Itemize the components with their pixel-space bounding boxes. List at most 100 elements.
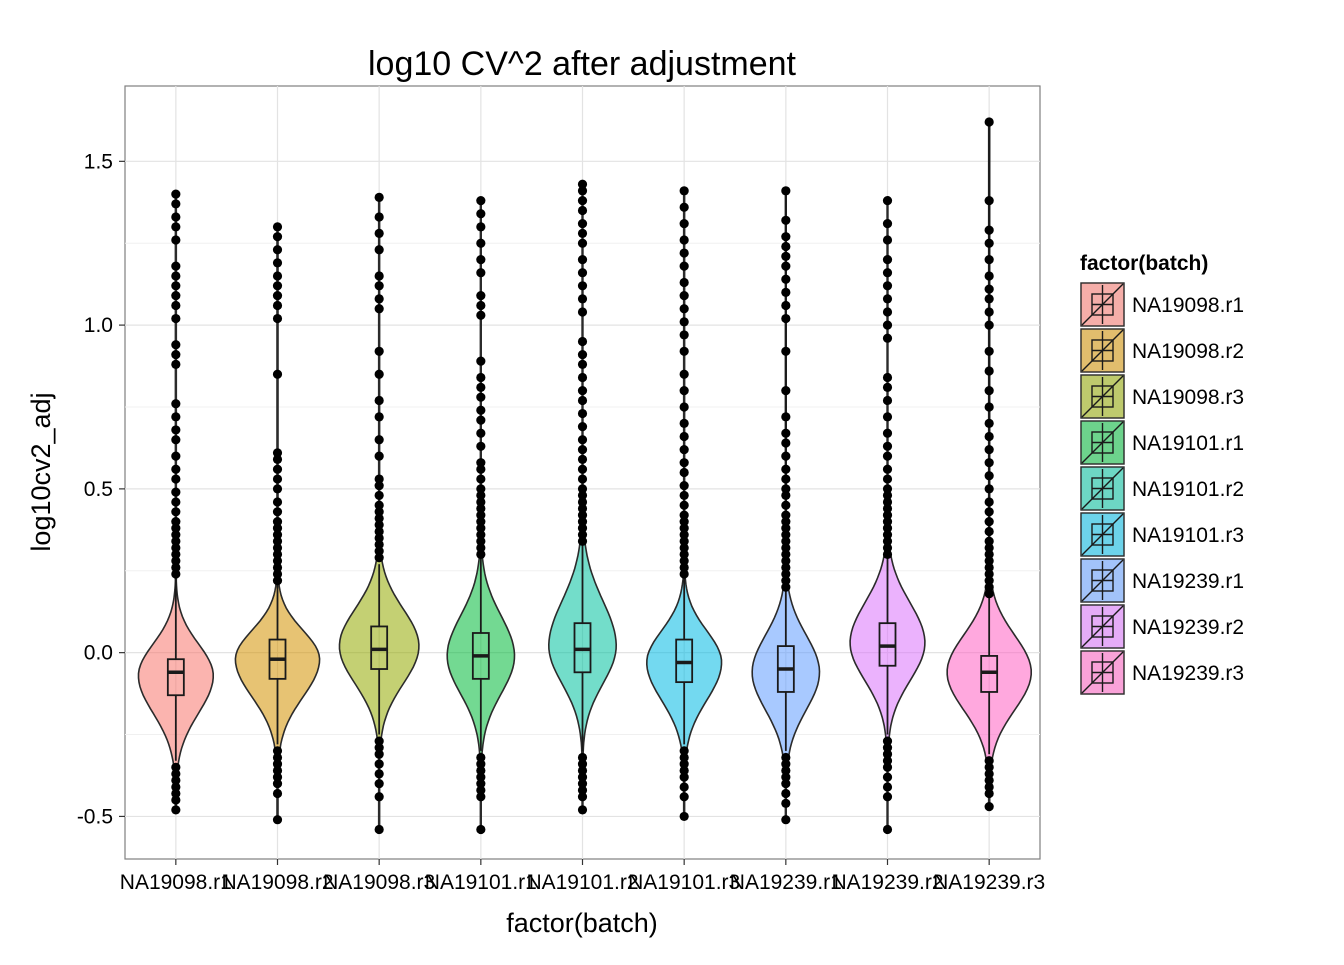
outlier-point [577, 349, 588, 360]
outlier-point [984, 271, 994, 281]
outlier-point [679, 792, 689, 802]
outlier-point [272, 369, 283, 379]
outlier-point [476, 310, 486, 320]
outlier-point [577, 186, 588, 196]
outlier-point [374, 520, 384, 530]
outlier-point [272, 484, 283, 494]
outlier-point [781, 772, 791, 782]
outlier-point [374, 553, 384, 563]
legend-slash [1081, 605, 1124, 648]
outlier-point [272, 517, 283, 527]
outlier-point [882, 320, 893, 330]
outlier-point [374, 481, 384, 491]
outlier-point [171, 788, 181, 799]
outlier-point [781, 428, 791, 438]
outlier-point [781, 523, 791, 533]
outlier-point [781, 575, 791, 586]
outlier-point [577, 218, 588, 229]
outlier-point [882, 196, 893, 206]
outlier-point [984, 526, 994, 537]
outlier-point [272, 300, 283, 311]
outlier-point [171, 189, 181, 199]
outlier-point [171, 775, 181, 785]
outlier-point [374, 824, 384, 835]
outlier-point [577, 530, 588, 540]
legend-label: NA19101.r3 [1132, 524, 1244, 547]
outlier-point [679, 530, 689, 540]
outlier-point [171, 435, 181, 445]
outlier-point [984, 543, 994, 553]
outlier-point [171, 530, 181, 540]
x-tick-label: NA19101.r2 [526, 871, 638, 894]
outlier-point [984, 254, 994, 265]
outlier-point [171, 399, 181, 409]
outlier-point [577, 435, 588, 445]
outlier-point [171, 222, 181, 232]
outlier-point [781, 517, 791, 527]
outlier-point [984, 402, 994, 412]
outlier-point [679, 467, 689, 478]
outlier-point [577, 179, 588, 189]
outlier-point [882, 503, 893, 514]
outlier-point [679, 277, 689, 288]
outlier-point [476, 196, 486, 206]
outlier-point [476, 503, 486, 514]
outlier-point [171, 769, 181, 779]
outlier-point [476, 268, 486, 278]
legend-title: factor(batch) [1080, 252, 1208, 275]
outlier-point [984, 775, 994, 785]
outlier-point [882, 281, 893, 291]
outlier-point [272, 536, 283, 546]
outlier-point [577, 523, 588, 533]
outlier-point [272, 746, 283, 756]
outlier-point [272, 752, 283, 763]
outlier-point [679, 490, 689, 501]
outlier-point [476, 464, 486, 474]
outlier-point [781, 274, 791, 284]
x-tick-label: NA19098.r2 [221, 871, 333, 894]
outlier-point [679, 186, 689, 196]
outlier-point [781, 251, 791, 261]
outlier-point [476, 474, 486, 484]
outlier-point [577, 372, 588, 383]
outlier-point [171, 340, 181, 350]
outlier-point [171, 291, 181, 301]
outlier-point [882, 333, 893, 343]
x-tick-label: NA19098.r3 [323, 871, 435, 894]
outlier-point [781, 287, 791, 297]
outlier-point [272, 815, 283, 825]
outlier-point [882, 824, 893, 835]
outlier-point [882, 749, 893, 759]
legend-slash [1081, 283, 1124, 326]
outlier-point [882, 530, 893, 540]
outlier-point [272, 464, 283, 474]
outlier-point [577, 268, 588, 278]
outlier-point [577, 792, 588, 802]
legend-slash [1081, 421, 1124, 464]
outlier-point [679, 317, 689, 327]
outlier-point [882, 497, 893, 507]
outlier-point [882, 464, 893, 474]
outlier-point [781, 386, 791, 396]
outlier-point [272, 562, 283, 573]
legend-slash [1081, 329, 1124, 372]
outlier-point [984, 458, 994, 468]
outlier-point [679, 536, 689, 546]
outlier-point [577, 772, 588, 782]
outlier-point [476, 441, 486, 451]
outlier-point [272, 507, 283, 517]
outlier-point [781, 569, 791, 579]
outlier-point [984, 582, 994, 592]
outlier-point [171, 507, 181, 517]
outlier-point [577, 422, 588, 432]
legend-label: NA19101.r2 [1132, 478, 1244, 501]
outlier-point [679, 562, 689, 573]
outlier-point [577, 386, 588, 396]
outlier-point [781, 779, 791, 789]
outlier-point [882, 736, 893, 746]
outlier-point [882, 382, 893, 392]
outlier-point [272, 772, 283, 782]
outlier-point [374, 412, 384, 422]
outlier-point [577, 294, 588, 304]
outlier-point [577, 196, 588, 206]
